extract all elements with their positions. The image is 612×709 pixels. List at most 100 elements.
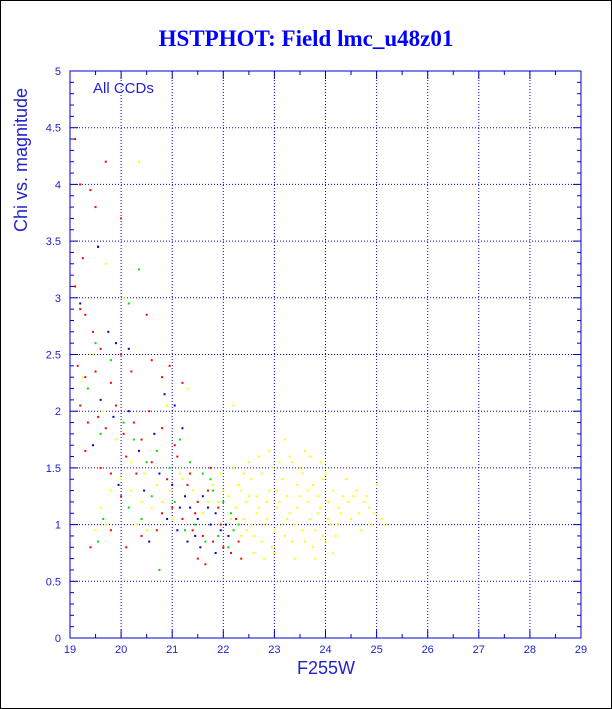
- data-point: [102, 517, 105, 520]
- data-point: [176, 455, 179, 458]
- data-point: [206, 506, 209, 509]
- data-point: [132, 421, 135, 424]
- data-point: [109, 472, 112, 475]
- data-point: [301, 529, 304, 532]
- data-point: [296, 506, 299, 509]
- data-point: [273, 529, 276, 532]
- y-tick-label: 4.5: [46, 123, 61, 135]
- data-point: [143, 489, 146, 492]
- y-tick-label: 1.5: [46, 463, 61, 475]
- data-point: [337, 506, 340, 509]
- data-point: [189, 506, 192, 509]
- data-point: [94, 342, 97, 345]
- data-point: [314, 529, 317, 532]
- data-point: [97, 245, 100, 248]
- chart-title: HSTPHOT: Field lmc_u48z01: [158, 26, 454, 51]
- annotation-label: All CCDs: [93, 80, 154, 97]
- data-point: [278, 461, 281, 464]
- data-point: [367, 506, 370, 509]
- data-point: [201, 534, 204, 537]
- data-point: [114, 404, 117, 407]
- data-point: [109, 381, 112, 384]
- data-point: [306, 489, 309, 492]
- data-point: [385, 523, 388, 526]
- data-point: [273, 551, 276, 554]
- data-point: [255, 495, 258, 498]
- data-point: [150, 461, 153, 464]
- data-point: [222, 489, 225, 492]
- data-point: [99, 432, 102, 435]
- data-point: [122, 421, 125, 424]
- data-point: [94, 370, 97, 373]
- data-point: [347, 500, 350, 503]
- data-point: [122, 432, 125, 435]
- data-point: [311, 483, 314, 486]
- data-point: [316, 495, 319, 498]
- data-point: [370, 523, 373, 526]
- data-point: [166, 478, 169, 481]
- y-tick-label: 1: [55, 520, 61, 532]
- data-point: [268, 449, 271, 452]
- y-tick-label: 4: [55, 179, 61, 191]
- data-point: [114, 438, 117, 441]
- data-point: [194, 512, 197, 515]
- data-point: [288, 512, 291, 515]
- data-point: [240, 557, 243, 560]
- data-point: [155, 483, 158, 486]
- data-point: [250, 478, 253, 481]
- data-point: [360, 529, 363, 532]
- data-point: [260, 540, 263, 543]
- data-point: [240, 489, 243, 492]
- data-point: [373, 512, 376, 515]
- data-point: [375, 483, 378, 486]
- data-point: [104, 427, 107, 430]
- axis-ticks: [69, 70, 582, 639]
- x-tick-label: 25: [370, 644, 382, 656]
- data-point: [189, 472, 192, 475]
- y-tick-label: 2.5: [46, 350, 61, 362]
- data-point: [102, 410, 105, 413]
- data-point: [352, 495, 355, 498]
- data-point: [183, 495, 186, 498]
- data-point: [160, 512, 163, 515]
- data-point: [122, 296, 125, 299]
- data-point: [186, 540, 189, 543]
- data-point: [135, 523, 138, 526]
- data-point: [344, 478, 347, 481]
- data-point: [99, 506, 102, 509]
- data-point: [204, 563, 207, 566]
- data-point: [171, 506, 174, 509]
- data-point: [137, 160, 140, 163]
- data-point: [319, 461, 322, 464]
- data-point: [232, 529, 235, 532]
- data-point: [91, 353, 94, 356]
- data-point: [145, 313, 148, 316]
- data-point: [229, 551, 232, 554]
- data-point: [304, 540, 307, 543]
- data-point: [214, 551, 217, 554]
- data-point: [242, 472, 245, 475]
- data-point: [181, 478, 184, 481]
- data-point: [316, 512, 319, 515]
- data-point: [327, 500, 330, 503]
- data-point: [127, 410, 130, 413]
- data-point: [222, 546, 225, 549]
- data-point: [163, 393, 166, 396]
- x-tick-label: 27: [473, 644, 485, 656]
- data-point: [140, 517, 143, 520]
- x-tick-label: 24: [319, 644, 331, 656]
- data-point: [194, 534, 197, 537]
- data-point: [298, 466, 301, 469]
- data-point: [91, 444, 94, 447]
- data-point: [186, 387, 189, 390]
- data-point: [235, 506, 238, 509]
- data-point: [140, 534, 143, 537]
- data-point: [166, 517, 169, 520]
- data-point: [81, 376, 84, 379]
- data-point: [250, 523, 253, 526]
- data-point: [237, 483, 240, 486]
- data-point: [178, 438, 181, 441]
- data-point: [245, 529, 248, 532]
- data-point: [263, 523, 266, 526]
- data-point: [288, 455, 291, 458]
